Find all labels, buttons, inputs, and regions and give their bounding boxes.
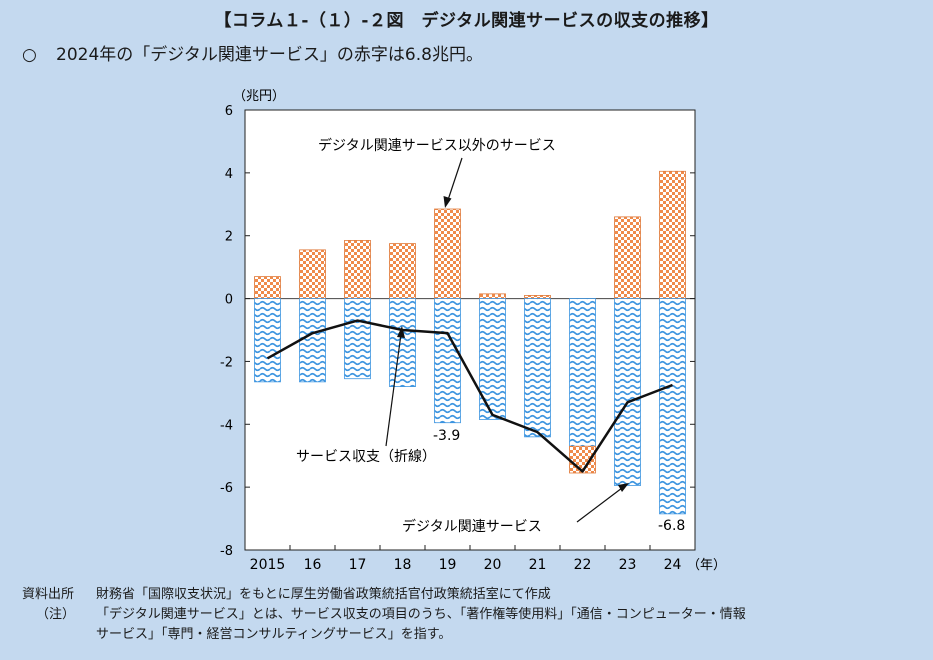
note-line-2: サービス」「専門・経営コンサルティングサービス」を指す。 (96, 627, 452, 642)
y-tick-label: 6 (225, 104, 233, 119)
annotation-digital: デジタル関連サービス (402, 518, 542, 535)
bar-digital-services (344, 298, 371, 380)
bar-other-services (299, 249, 326, 299)
bar-digital-services (569, 298, 596, 447)
y-tick-label: 4 (225, 167, 233, 182)
data-label-19: -3.9 (433, 428, 460, 444)
x-tick-label: 22 (574, 557, 592, 573)
y-tick-label: 0 (225, 293, 233, 308)
y-tick-label: -4 (220, 418, 233, 433)
x-tick-label: 19 (439, 557, 457, 573)
notes-block: 資料出所 財務省「国際収支状況」をもとに厚生労働省政策統括官付政策統括室にて作成… (22, 585, 746, 645)
note-heading: （注） (36, 607, 76, 622)
x-tick-label: 20 (484, 557, 502, 573)
arrow-balance (385, 333, 402, 447)
bar-other-services (659, 170, 686, 299)
y-tick-label: 2 (225, 230, 233, 245)
source-text: 財務省「国際収支状況」をもとに厚生労働省政策統括官付政策統括室にて作成 (96, 587, 551, 602)
arrowhead-digital (618, 483, 629, 492)
y-tick-label: -6 (220, 481, 233, 496)
note-row: （注） 「デジタル関連サービス」とは、サービス収支の項目のうち、「著作権等使用料… (22, 605, 746, 625)
bar-other-services (344, 240, 371, 299)
note-line-1: 「デジタル関連サービス」とは、サービス収支の項目のうち、「著作権等使用料」「通信… (96, 607, 746, 622)
bar-other-services (389, 243, 416, 299)
bar-digital-services (434, 298, 461, 424)
data-label-24: -6.8 (658, 518, 685, 534)
note-row-2: サービス」「専門・経営コンサルティングサービス」を指す。 (22, 625, 746, 645)
arrow-digital (576, 487, 623, 523)
bar-digital-services (479, 298, 506, 420)
arrowhead-other-services (443, 196, 452, 208)
bar-other-services (614, 216, 641, 299)
x-tick-label: 23 (619, 557, 637, 573)
y-unit-label: （兆円） (233, 89, 285, 104)
x-tick-label: 2015 (250, 557, 286, 573)
y-tick-label: -8 (220, 544, 233, 559)
bar-digital-services (299, 298, 326, 383)
figure-title: 【コラム１-（１）-２図 デジタル関連サービスの収支の推移】 (214, 11, 719, 31)
x-tick-label: 18 (394, 557, 412, 573)
line-service-balance (266, 319, 673, 473)
annotation-other-services: デジタル関連サービス以外のサービス (318, 137, 556, 154)
subtitle-text: 2024年の「デジタル関連サービス」の赤字は6.8兆円。 (56, 45, 483, 65)
bullet-circle: ○ (22, 45, 37, 65)
bar-digital-services (254, 298, 281, 383)
bar-other-services (254, 276, 281, 299)
y-tick-label: -2 (220, 355, 233, 370)
bar-other-services (524, 295, 551, 299)
x-tick-label: 21 (529, 557, 547, 573)
arrow-other-services (447, 157, 463, 201)
x-tick-label: 16 (304, 557, 322, 573)
bar-other-services (479, 293, 506, 299)
bar-digital-services (614, 298, 641, 486)
bar-other-services (434, 208, 461, 299)
bar-digital-services (659, 298, 686, 515)
x-tick-label: 24 (664, 557, 682, 573)
source-heading: 資料出所 (22, 587, 75, 602)
annotation-balance: サービス収支（折線） (296, 449, 436, 465)
bar-digital-services (389, 298, 416, 387)
source-row: 資料出所 財務省「国際収支状況」をもとに厚生労働省政策統括官付政策統括室にて作成 (22, 585, 746, 605)
arrowhead-balance (397, 326, 405, 338)
figure-subtitle: ○ 2024年の「デジタル関連サービス」の赤字は6.8兆円。 (22, 40, 483, 65)
x-tick-label: 17 (349, 557, 367, 573)
x-unit-label: （年） (687, 558, 726, 573)
bar-digital-services (524, 298, 551, 438)
